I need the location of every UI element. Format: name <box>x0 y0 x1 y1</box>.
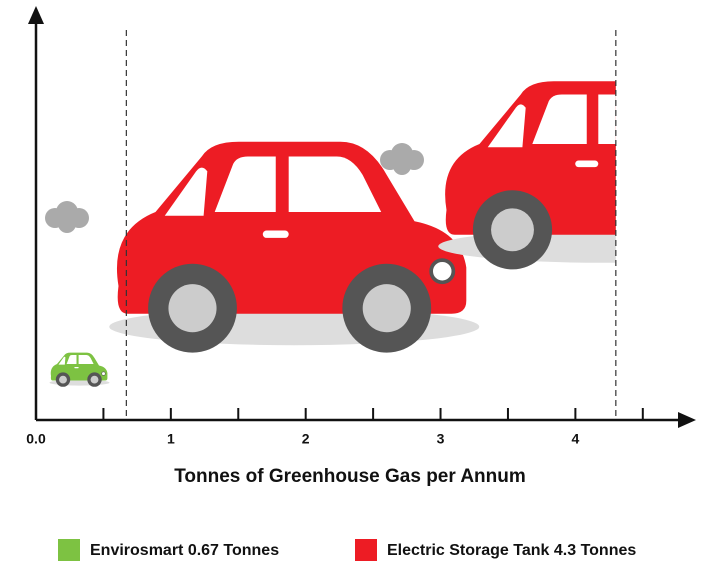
chart: Tonnes of Greenhouse Gas per Annum 0.0 1 2… <box>0 0 710 564</box>
car-icon <box>438 81 710 269</box>
smoke <box>380 143 424 175</box>
y-arrow <box>28 6 44 24</box>
legend-swatch <box>58 539 80 561</box>
x-tick-label: 3 <box>437 431 445 447</box>
x-arrow <box>678 412 696 428</box>
x-tick-label: 4 <box>571 431 579 447</box>
x-tick-label: 1 <box>167 431 175 447</box>
car-icon <box>109 142 479 353</box>
car-icon <box>50 353 110 387</box>
car-group <box>109 81 710 352</box>
legend-label: Electric Storage Tank 4.3 Tonnes <box>387 542 636 559</box>
legend-label: Envirosmart 0.67 Tonnes <box>90 542 279 559</box>
x-tick-label: 2 <box>302 431 310 447</box>
x-axis-title: Tonnes of Greenhouse Gas per Annum <box>174 466 526 487</box>
smoke <box>45 201 89 233</box>
x-tick-label: 0.0 <box>26 431 46 447</box>
legend-swatch <box>355 539 377 561</box>
